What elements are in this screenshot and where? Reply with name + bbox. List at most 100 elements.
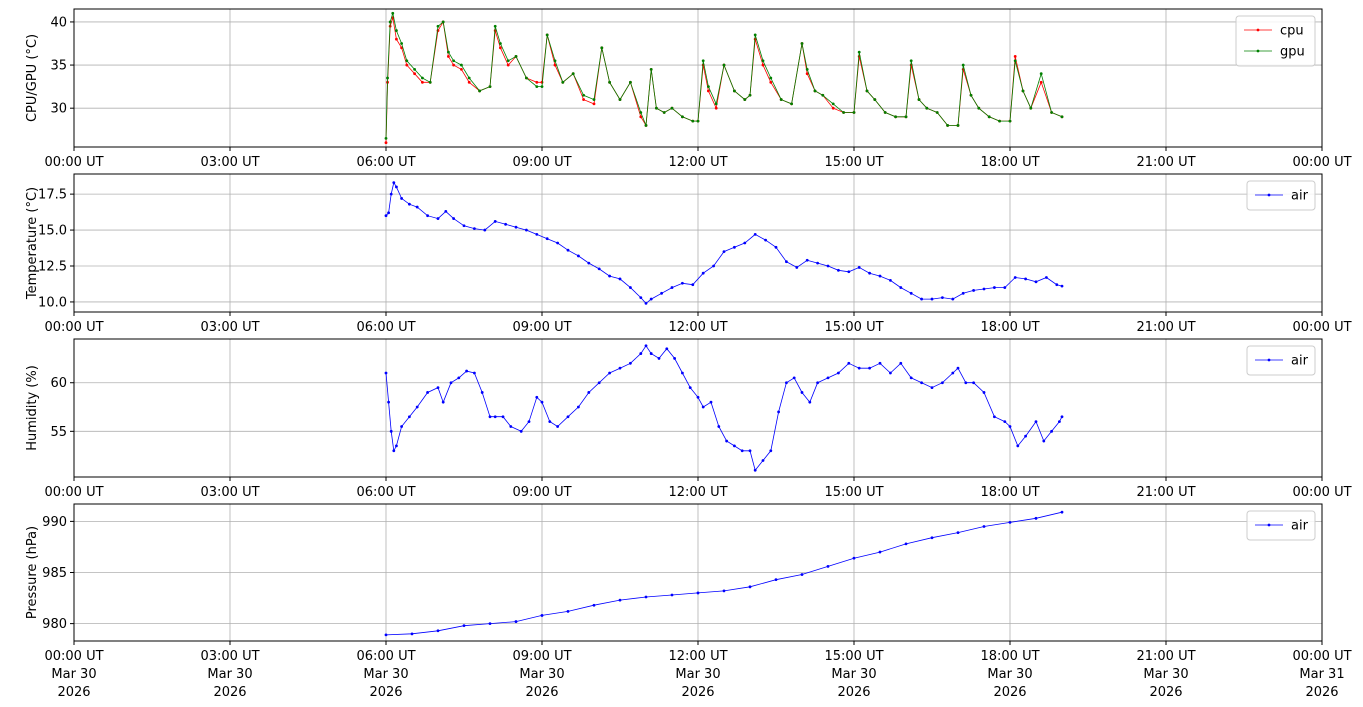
data-point bbox=[982, 287, 986, 291]
data-point bbox=[725, 439, 728, 443]
y-tick-label: 10.0 bbox=[38, 295, 67, 310]
data-point bbox=[618, 366, 622, 370]
series-line-cpu bbox=[385, 17, 1063, 143]
data-point bbox=[808, 400, 812, 404]
data-point bbox=[821, 93, 825, 97]
data-point bbox=[548, 420, 552, 424]
data-point bbox=[519, 429, 523, 433]
data-point bbox=[587, 261, 591, 265]
data-point bbox=[644, 344, 648, 348]
data-point bbox=[582, 93, 585, 97]
data-point bbox=[493, 220, 497, 223]
x-tick-label: 00:00 UT bbox=[1292, 320, 1351, 335]
data-point bbox=[925, 106, 929, 110]
data-point bbox=[639, 111, 643, 114]
data-point bbox=[935, 111, 939, 114]
data-point bbox=[800, 42, 804, 45]
data-point bbox=[395, 37, 398, 41]
y-axis-label: Pressure (hPa) bbox=[25, 526, 40, 619]
data-point bbox=[1024, 277, 1027, 281]
x-tick-date-label: Mar 30 bbox=[51, 667, 96, 682]
data-point bbox=[488, 85, 492, 89]
data-point bbox=[540, 85, 544, 89]
data-point bbox=[673, 357, 676, 360]
x-tick-label: 03:00 UT bbox=[200, 320, 259, 335]
data-point bbox=[457, 376, 461, 380]
data-point bbox=[421, 80, 424, 84]
data-point bbox=[441, 400, 445, 404]
data-point bbox=[987, 115, 991, 119]
y-tick-label: 60 bbox=[50, 376, 67, 391]
series-line-gpu bbox=[385, 13, 1063, 139]
data-point bbox=[993, 286, 996, 289]
data-point bbox=[387, 400, 390, 404]
data-point bbox=[556, 425, 559, 428]
y-axis-label: Humidity (%) bbox=[25, 365, 40, 451]
chart-panel-1: 30 35 40 CPU/GPU (°C) 00:00 UT 03:00 UT 06:00 … bbox=[25, 8, 1352, 170]
data-point bbox=[837, 268, 840, 272]
legend-marker-cpu bbox=[1256, 28, 1260, 32]
data-point bbox=[972, 381, 975, 385]
data-point bbox=[774, 578, 778, 582]
data-point bbox=[566, 415, 570, 419]
data-point bbox=[504, 222, 507, 226]
data-point bbox=[1008, 119, 1012, 123]
data-point bbox=[831, 106, 835, 110]
data-point bbox=[426, 214, 429, 218]
data-point bbox=[1060, 284, 1064, 288]
data-point bbox=[493, 415, 497, 419]
data-point bbox=[587, 391, 591, 394]
x-tick-date-label: Mar 31 bbox=[1299, 667, 1344, 682]
data-point bbox=[878, 361, 882, 365]
data-point bbox=[421, 76, 424, 80]
data-point bbox=[707, 85, 710, 89]
x-tick-label: 15:00 UT bbox=[824, 649, 883, 664]
x-tick-label: 09:00 UT bbox=[512, 320, 571, 335]
x-tick-label: 12:00 UT bbox=[668, 649, 727, 664]
x-tick-date-label: Mar 30 bbox=[363, 667, 408, 682]
data-point bbox=[389, 192, 393, 196]
data-point bbox=[644, 595, 648, 599]
data-point bbox=[691, 119, 695, 123]
data-point bbox=[405, 63, 409, 67]
data-point bbox=[857, 50, 861, 54]
data-point bbox=[405, 59, 409, 63]
legend-entry-air: air bbox=[1291, 519, 1309, 534]
x-tick-label: 06:00 UT bbox=[356, 155, 415, 170]
data-point bbox=[391, 11, 395, 15]
data-point bbox=[452, 217, 455, 220]
data-point bbox=[1013, 276, 1017, 279]
data-point bbox=[428, 80, 432, 84]
data-point bbox=[1050, 429, 1053, 433]
data-point bbox=[701, 271, 705, 275]
data-point bbox=[386, 76, 389, 80]
legend-box bbox=[1235, 15, 1316, 67]
data-point bbox=[387, 211, 390, 215]
data-point bbox=[1034, 280, 1038, 284]
data-point bbox=[467, 76, 471, 80]
legend-entry-air: air bbox=[1291, 354, 1309, 369]
data-point bbox=[629, 286, 632, 289]
legend-marker-air bbox=[1267, 193, 1271, 197]
x-tick-date-label: Mar 30 bbox=[675, 667, 720, 682]
data-point bbox=[514, 225, 518, 229]
data-point bbox=[670, 593, 674, 597]
data-point bbox=[761, 59, 765, 63]
data-point bbox=[561, 80, 565, 84]
data-point bbox=[868, 271, 871, 275]
x-tick-label: 06:00 UT bbox=[356, 649, 415, 664]
data-point bbox=[714, 102, 718, 106]
x-tick-label: 00:00 UT bbox=[44, 649, 103, 664]
data-point bbox=[525, 76, 528, 80]
data-point bbox=[639, 296, 643, 300]
x-tick-label: 21:00 UT bbox=[1136, 155, 1195, 170]
data-point bbox=[662, 111, 666, 114]
data-point bbox=[1016, 444, 1020, 448]
series-line-air bbox=[385, 345, 1063, 472]
x-tick-label: 00:00 UT bbox=[44, 155, 103, 170]
data-point bbox=[618, 277, 622, 281]
data-point bbox=[951, 297, 955, 301]
legend-marker-air bbox=[1267, 523, 1271, 527]
x-tick-label: 12:00 UT bbox=[668, 155, 727, 170]
data-point bbox=[681, 281, 684, 285]
